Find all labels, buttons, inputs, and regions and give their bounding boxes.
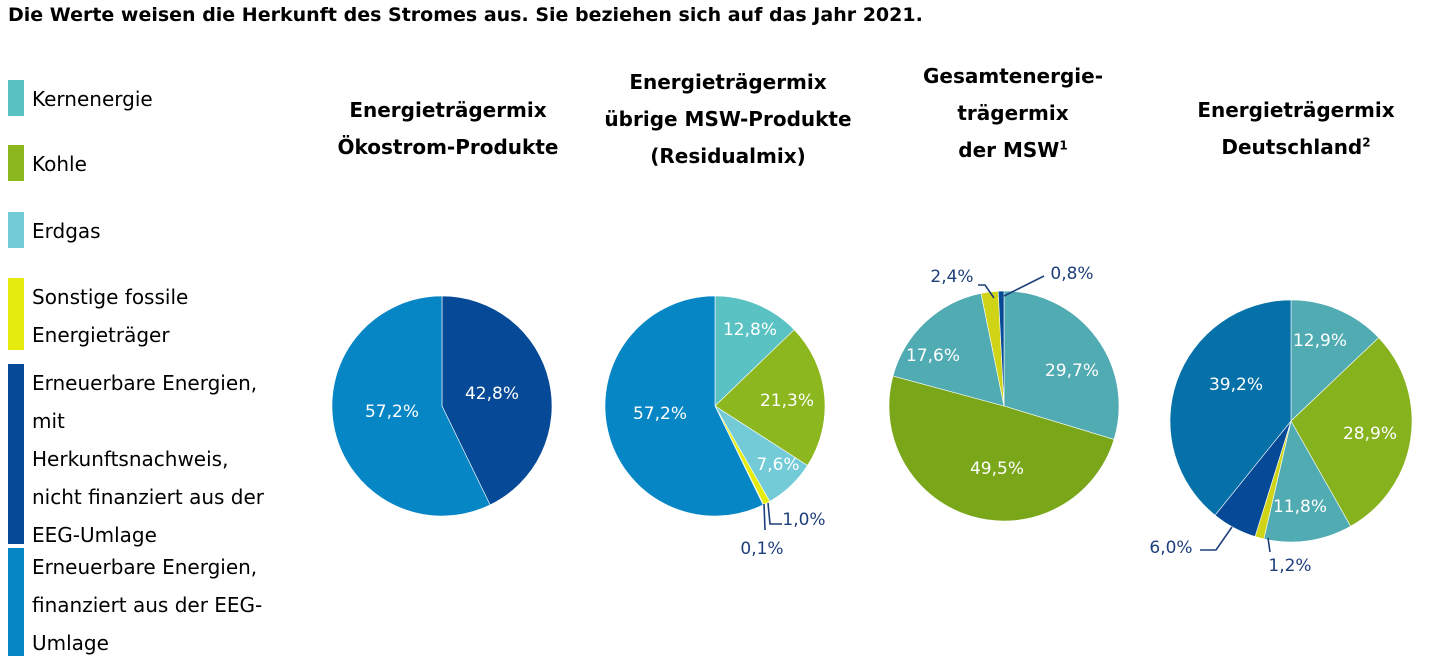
pie-slice: [892, 292, 1005, 407]
pie-slice: [604, 295, 764, 517]
data-label: 28,9%: [1343, 424, 1397, 444]
pie-slice: [997, 290, 1005, 407]
pie-slice: [1290, 299, 1380, 422]
data-label: 49,5%: [970, 459, 1024, 479]
pie-slice: [331, 295, 491, 517]
chart-title-footnote: 2: [1362, 135, 1371, 150]
chart-title-line: (Residualmix): [568, 138, 888, 175]
legend-swatch: [8, 80, 24, 116]
chart-title-line: trägermix: [853, 95, 1173, 132]
legend-label-line: Kernenergie: [32, 87, 153, 111]
data-label: 29,7%: [1045, 361, 1099, 381]
legend-label-line: Herkunftsnachweis,: [32, 447, 229, 471]
data-label: 42,8%: [465, 384, 519, 404]
chart-title-line: Gesamtenergie-: [853, 58, 1173, 95]
label-leader-line: [1267, 537, 1271, 553]
chart-title-text: der MSW: [958, 138, 1060, 162]
pie-slice: [714, 295, 795, 407]
legend-swatch: [8, 278, 24, 350]
data-label: 12,9%: [1293, 331, 1347, 351]
data-label: 1,2%: [1268, 556, 1311, 576]
legend-label-line: Erdgas: [32, 219, 101, 243]
pie-slice: [1169, 299, 1292, 516]
legend-label: Sonstige fossile Energieträger: [32, 278, 332, 354]
legend-label-line: nicht finanziert aus der: [32, 485, 265, 509]
data-label: 11,8%: [1273, 497, 1327, 517]
legend-label: Erneuerbare Energien, finanziert aus der …: [32, 548, 332, 662]
legend-label: Kernenergie: [32, 80, 332, 118]
chart-title-line: Deutschland2: [1136, 129, 1440, 166]
data-label: 21,3%: [760, 391, 814, 411]
data-label: 17,6%: [906, 346, 960, 366]
chart-title-line: Energieträgermix: [1136, 92, 1440, 129]
chart-title: Energieträgermix übrige MSW-Produkte (Resi…: [568, 64, 888, 175]
chart-title-text: trägermix: [957, 101, 1069, 125]
data-label: 0,1%: [740, 539, 783, 559]
legend-swatch: [8, 212, 24, 248]
chart-title-text: übrige MSW-Produkte: [604, 107, 852, 131]
legend-label-line: Umlage: [32, 631, 109, 655]
legend-swatch: [8, 145, 24, 181]
data-label: 57,2%: [633, 404, 687, 424]
chart-title-line: Ökostrom-Produkte: [288, 129, 608, 166]
chart-title-line: der MSW1: [853, 132, 1173, 169]
data-label: 39,2%: [1209, 375, 1263, 395]
legend-label: Erdgas: [32, 212, 332, 250]
label-leader-line: [1003, 275, 1045, 297]
pie-slice: [888, 375, 1115, 522]
data-label: 1,0%: [782, 510, 825, 530]
page-title: Die Werte weisen die Herkunft des Strome…: [8, 4, 923, 26]
pie-slice: [441, 295, 553, 506]
legend-label: Erneuerbare Energien, mit Herkunftsnachwei…: [32, 364, 332, 554]
legend-swatch: [8, 364, 24, 544]
chart-title-text: Ökostrom-Produkte: [337, 135, 559, 159]
legend-label-line: Kohle: [32, 152, 87, 176]
legend-label-line: Energieträger: [32, 323, 170, 347]
data-label: 7,6%: [756, 455, 799, 475]
legend-label: Kohle: [32, 145, 332, 183]
chart-title-text: Energieträgermix: [629, 70, 827, 94]
data-label: 0,8%: [1050, 264, 1093, 284]
label-leader-line: [978, 284, 995, 299]
data-label: 57,2%: [365, 402, 419, 422]
chart-title: Energieträgermix Ökostrom-Produkte: [288, 92, 608, 166]
chart-title-text: Gesamtenergie-: [922, 64, 1104, 88]
pie-slice: [714, 329, 826, 466]
pie-slice: [1263, 420, 1352, 543]
label-leader-line: [767, 502, 782, 525]
label-leader-line: [1200, 526, 1233, 551]
pie-slice: [1003, 290, 1120, 440]
chart-title: Gesamtenergie-trägermix der MSW1: [853, 58, 1173, 169]
chart-title-text: Energieträgermix: [1197, 98, 1395, 122]
data-label: 12,8%: [723, 320, 777, 340]
chart-title: Energieträgermix Deutschland2: [1136, 92, 1440, 166]
legend-label-line: finanziert aus der EEG-: [32, 593, 263, 617]
legend-label-line: Erneuerbare Energien,: [32, 555, 258, 579]
pie-slice: [1290, 337, 1413, 527]
chart-title-text: Energieträgermix: [349, 98, 547, 122]
chart-title-line: Energieträgermix: [288, 92, 608, 129]
legend-label-line: Sonstige fossile: [32, 285, 189, 309]
chart-title-text: Deutschland: [1221, 135, 1363, 159]
legend-label-line: EEG-Umlage: [32, 523, 157, 547]
data-label: 6,0%: [1149, 538, 1192, 558]
chart-title-footnote: 1: [1059, 138, 1068, 153]
legend-label-line: Erneuerbare Energien,: [32, 371, 258, 395]
legend-swatch: [8, 548, 24, 656]
chart-title-line: Energieträgermix: [568, 64, 888, 101]
legend-label-line: mit: [32, 409, 65, 433]
chart-title-text: (Residualmix): [650, 144, 806, 168]
label-leader-line: [763, 503, 766, 531]
data-label: 2,4%: [930, 267, 973, 287]
chart-title-line: übrige MSW-Produkte: [568, 101, 888, 138]
